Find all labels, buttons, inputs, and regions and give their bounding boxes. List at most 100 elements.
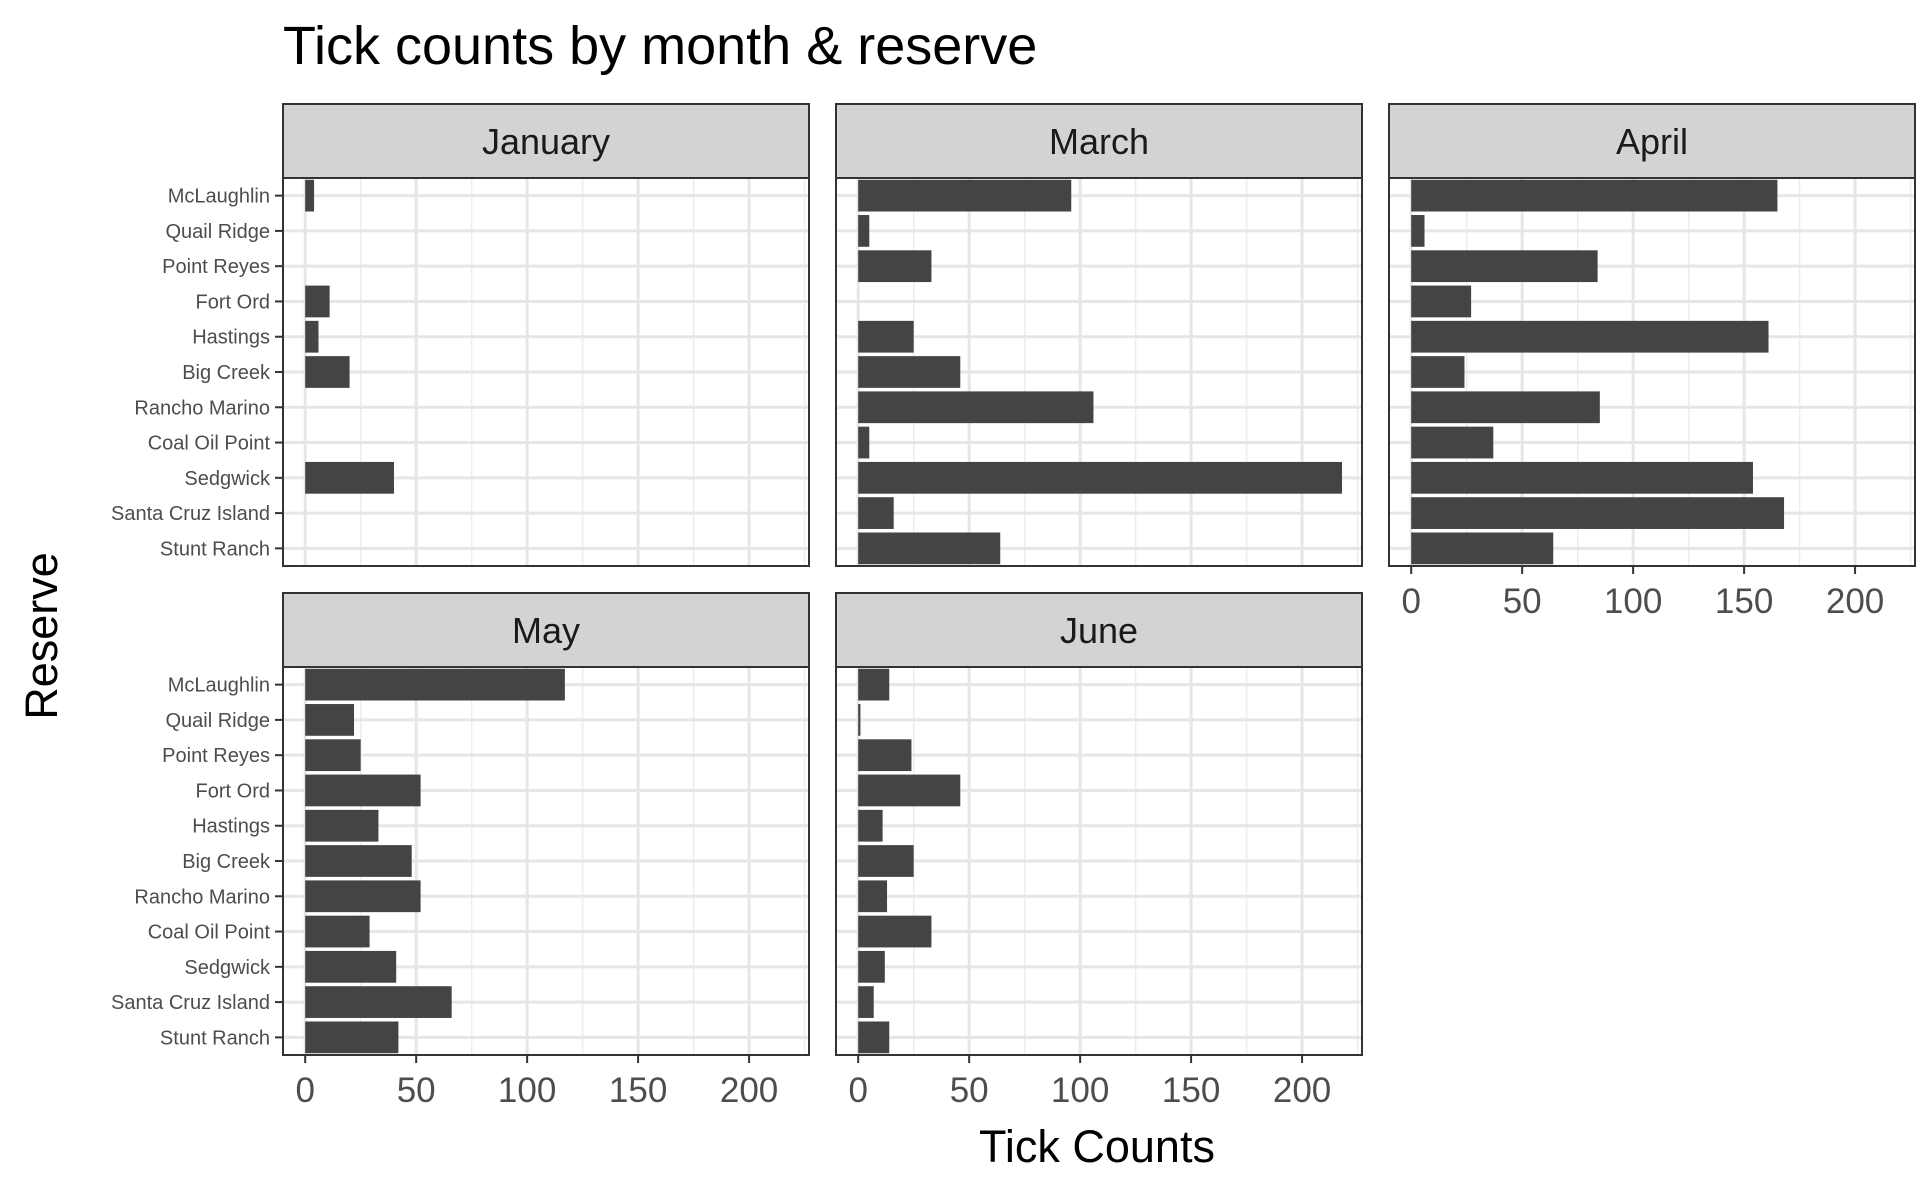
bar: [858, 739, 912, 772]
bar: [305, 986, 452, 1018]
x-tick-label: 100: [1604, 582, 1662, 621]
y-tick-label: Sedgwick: [184, 957, 271, 979]
x-tick-label: 50: [1503, 582, 1542, 621]
bar: [858, 497, 894, 529]
y-tick-label: McLaughlin: [168, 675, 270, 697]
x-tick-label: 50: [397, 1071, 436, 1110]
bar: [305, 461, 394, 494]
bar: [858, 915, 932, 948]
y-tick-label: Stunt Ranch: [160, 1027, 270, 1049]
bar: [1411, 179, 1778, 212]
y-tick-label: Rancho Marino: [134, 397, 270, 419]
bar: [858, 356, 961, 388]
y-tick-label: Quail Ridge: [165, 710, 270, 732]
bar: [1411, 532, 1554, 565]
bar: [305, 774, 421, 807]
y-tick-label: Quail Ridge: [165, 221, 270, 243]
bar: [858, 461, 1343, 494]
bar: [1411, 391, 1600, 424]
bar: [1411, 356, 1465, 388]
y-tick-label: Rancho Marino: [134, 886, 270, 908]
x-tick-label: 100: [498, 1071, 556, 1110]
bar: [858, 215, 870, 247]
bar: [1411, 426, 1494, 459]
bar: [305, 739, 361, 772]
y-tick-label: Point Reyes: [162, 256, 270, 278]
x-tick-label: 0: [1401, 582, 1420, 621]
y-tick-label: Big Creek: [182, 851, 271, 873]
bar: [305, 704, 355, 736]
y-tick-label: Big Creek: [182, 362, 271, 384]
panel-april: April 0 50 100 150 200: [1388, 103, 1916, 621]
y-axis-title: Reserve: [16, 552, 67, 720]
bar: [305, 356, 350, 388]
facet-label: May: [512, 610, 580, 651]
facet-panels: January McLaughlin Quail Ridge Point Reyes F…: [111, 103, 1916, 1110]
bar: [305, 320, 319, 353]
panel-june: June 0 50 100 150 200: [835, 592, 1363, 1110]
bar: [858, 880, 888, 913]
y-tick-label: Fort Ord: [196, 780, 270, 802]
x-axis-title: Tick Counts: [979, 1121, 1215, 1172]
panel-border: [835, 666, 1363, 1056]
bar: [858, 179, 1072, 212]
y-tick-label: McLaughlin: [168, 186, 270, 208]
x-tick-label: 150: [609, 1071, 667, 1110]
facet-label: March: [1049, 121, 1149, 162]
y-tick-label: Hastings: [192, 816, 270, 838]
y-tick-label: Point Reyes: [162, 745, 270, 767]
x-tick-label: 0: [295, 1071, 314, 1110]
bar: [1411, 285, 1472, 318]
bar: [1411, 320, 1769, 353]
bar: [858, 250, 932, 283]
y-tick-label: Hastings: [192, 327, 270, 349]
bar: [305, 668, 565, 701]
x-tick-label: 150: [1162, 1071, 1220, 1110]
facet-strip: [282, 592, 810, 668]
y-tick-label: Santa Cruz Island: [111, 992, 270, 1014]
bar: [1411, 461, 1753, 494]
bar: [858, 774, 961, 807]
bar: [305, 179, 315, 212]
bar: [858, 426, 870, 459]
x-tick-label: 200: [1826, 582, 1884, 621]
bar: [858, 950, 885, 983]
bar: [858, 1021, 890, 1054]
bar: [305, 845, 412, 877]
facet-label: April: [1616, 121, 1688, 162]
x-tick-label: 200: [720, 1071, 778, 1110]
panel-may: May McLaughlin Quail Ridge Point Reyes Fort …: [111, 592, 810, 1110]
facet-label: June: [1060, 610, 1138, 651]
facet-strip: [282, 103, 810, 179]
panel-border: [1388, 177, 1916, 567]
bar: [858, 809, 883, 842]
bar: [1411, 497, 1785, 529]
panel-march: March: [835, 103, 1363, 567]
y-tick-label: Stunt Ranch: [160, 538, 270, 560]
bar: [305, 809, 379, 842]
bar: [858, 704, 861, 736]
y-tick-label: Coal Oil Point: [148, 922, 271, 944]
x-tick-label: 0: [848, 1071, 867, 1110]
y-tick-label: Santa Cruz Island: [111, 503, 270, 525]
bar: [305, 1021, 399, 1054]
bar: [858, 668, 890, 701]
bar: [858, 391, 1094, 424]
panel-january: January McLaughlin Quail Ridge Point Reyes F…: [111, 103, 810, 567]
y-tick-label: Sedgwick: [184, 468, 271, 490]
bar: [305, 950, 397, 983]
bar: [305, 285, 330, 318]
panel-border: [835, 177, 1363, 567]
x-tick-label: 200: [1273, 1071, 1331, 1110]
bar: [1411, 250, 1598, 283]
x-tick-label: 100: [1051, 1071, 1109, 1110]
bar: [858, 986, 874, 1018]
chart-title: Tick counts by month & reserve: [283, 16, 1037, 76]
bar: [858, 320, 914, 353]
x-tick-label: 50: [950, 1071, 989, 1110]
bar: [1411, 215, 1425, 247]
x-tick-label: 150: [1715, 582, 1773, 621]
bar: [305, 880, 421, 913]
facet-label: January: [482, 121, 610, 162]
